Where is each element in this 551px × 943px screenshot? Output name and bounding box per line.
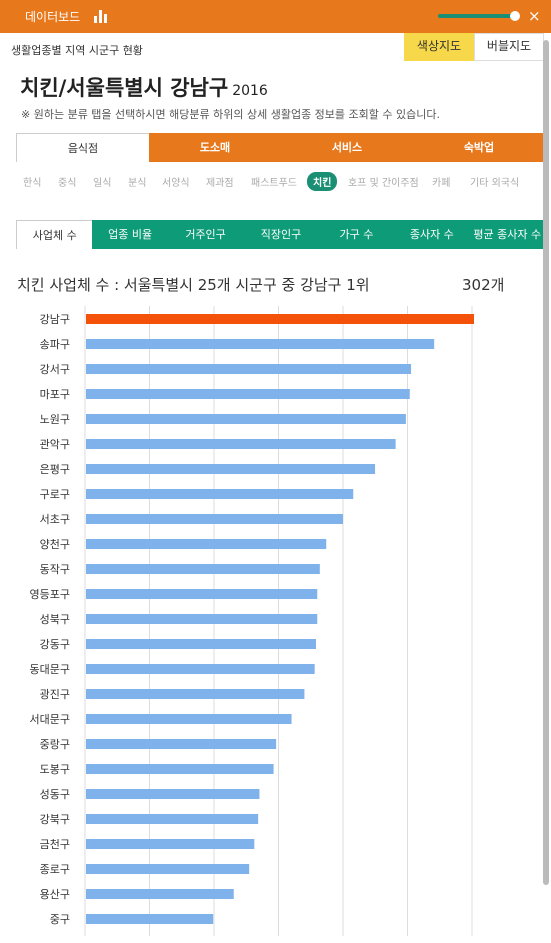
subtab-chicken[interactable]: 치킨 xyxy=(307,172,338,191)
category-tabs: 음식점 도소매 서비스 숙박업 xyxy=(16,133,545,162)
category-label: 성북구 xyxy=(40,613,70,626)
tab-avg-employee-count[interactable]: 평균 종사자 수 xyxy=(473,228,542,241)
tab-business-count[interactable]: 사업체 수 xyxy=(16,220,93,249)
category-label: 양천구 xyxy=(40,537,70,551)
bar-동대문구[interactable] xyxy=(86,664,315,674)
page-title: 치킨/서울특별시 강남구 2016 xyxy=(20,72,268,102)
category-label: 종로구 xyxy=(40,863,70,876)
bar-은평구[interactable] xyxy=(86,464,376,474)
category-label: 중랑구 xyxy=(40,738,70,751)
category-label: 서대문구 xyxy=(30,713,70,726)
tab-retail[interactable]: 도소매 xyxy=(149,133,281,162)
bar-chart-icon xyxy=(94,9,108,23)
color-map-button[interactable]: 색상지도 xyxy=(404,33,474,61)
subtab-bakery[interactable]: 제과점 xyxy=(206,178,234,189)
bar-서대문구[interactable] xyxy=(86,714,292,724)
subtab-fastfood[interactable]: 패스트푸드 xyxy=(251,178,297,189)
category-label: 송파구 xyxy=(40,338,70,351)
bar-성동구[interactable] xyxy=(86,789,260,799)
bar-강북구[interactable] xyxy=(86,814,259,824)
opacity-slider-track[interactable] xyxy=(438,14,514,18)
subtab-chinese[interactable]: 중식 xyxy=(58,178,77,189)
bar-송파구[interactable] xyxy=(86,339,435,349)
bar-금천구[interactable] xyxy=(86,839,255,849)
tab-industry-ratio[interactable]: 업종 비율 xyxy=(108,228,153,241)
category-label: 도봉구 xyxy=(40,763,70,776)
bar-양천구[interactable] xyxy=(86,539,327,549)
bar-강남구[interactable] xyxy=(86,314,474,324)
subtab-japanese[interactable]: 일식 xyxy=(93,178,112,189)
category-label: 광진구 xyxy=(40,688,70,701)
tab-lodging[interactable]: 숙박업 xyxy=(413,133,545,162)
category-label: 강남구 xyxy=(40,313,70,326)
subtab-other-foreign[interactable]: 기타 외국식 xyxy=(470,178,520,189)
tab-household-count[interactable]: 가구 수 xyxy=(339,228,374,241)
category-label: 마포구 xyxy=(40,388,70,401)
bar-도봉구[interactable] xyxy=(86,764,274,774)
bar-영등포구[interactable] xyxy=(86,589,318,599)
help-note: ※ 원하는 분류 탭을 선택하시면 해당분류 하위의 상세 생활업종 정보를 조… xyxy=(21,108,440,121)
bar-강서구[interactable] xyxy=(86,364,412,374)
bar-동작구[interactable] xyxy=(86,564,320,574)
bar-강동구[interactable] xyxy=(86,639,316,649)
page-subtitle: 생활업종별 지역 시군구 현황 xyxy=(11,44,143,57)
tab-service[interactable]: 서비스 xyxy=(281,133,413,162)
bar-성북구[interactable] xyxy=(86,614,318,624)
metric-tabs: 사업체 수 업종 비율 거주인구 직장인구 가구 수 종사자 수 평균 종사자 … xyxy=(16,220,545,249)
category-label: 용산구 xyxy=(40,888,70,901)
bar-마포구[interactable] xyxy=(86,389,410,399)
bar-종로구[interactable] xyxy=(86,864,250,874)
category-label: 관악구 xyxy=(40,438,70,451)
scrollbar[interactable] xyxy=(543,40,549,885)
category-label: 동작구 xyxy=(40,563,70,576)
subcategory-tabs: 한식 중식 일식 분식 서양식 제과점 패스트푸드 치킨 호프 및 간이주점 카… xyxy=(16,170,551,196)
bar-서초구[interactable] xyxy=(86,514,343,524)
bar-구로구[interactable] xyxy=(86,489,354,499)
category-label: 금천구 xyxy=(40,837,70,851)
bubble-map-button[interactable]: 버블지도 xyxy=(474,33,544,61)
dashboard-header: 데이터보드 × xyxy=(0,0,551,33)
bar-노원구[interactable] xyxy=(86,414,406,424)
rank-summary: 치킨 사업체 수 : 서울특별시 25개 시군구 중 강남구 1위 xyxy=(17,276,370,294)
subtab-cafe[interactable]: 카페 xyxy=(432,178,451,189)
bar-중구[interactable] xyxy=(86,914,214,924)
district-bar-chart: 강남구송파구강서구마포구노원구관악구은평구구로구서초구양천구동작구영등포구성북구… xyxy=(30,306,474,936)
category-label: 강동구 xyxy=(40,638,70,651)
opacity-slider-handle[interactable] xyxy=(510,11,520,21)
category-label: 영등포구 xyxy=(30,588,70,601)
page-title-text: 치킨/서울특별시 강남구 xyxy=(20,76,229,100)
year-label: 2016 xyxy=(232,83,268,99)
category-label: 은평구 xyxy=(40,463,70,476)
close-icon[interactable]: × xyxy=(528,7,541,25)
category-label: 강서구 xyxy=(40,363,70,376)
category-label: 강북구 xyxy=(40,813,70,826)
category-label: 성동구 xyxy=(40,788,70,801)
tab-worker-population[interactable]: 직장인구 xyxy=(260,228,302,241)
bar-광진구[interactable] xyxy=(86,689,305,699)
bar-용산구[interactable] xyxy=(86,889,234,899)
bar-관악구[interactable] xyxy=(86,439,396,449)
category-label: 동대문구 xyxy=(30,663,70,676)
tab-restaurant[interactable]: 음식점 xyxy=(16,133,149,162)
subtab-snack[interactable]: 분식 xyxy=(128,178,147,189)
bar-중랑구[interactable] xyxy=(86,739,277,749)
tab-resident-population[interactable]: 거주인구 xyxy=(185,228,226,241)
category-label: 노원구 xyxy=(40,413,70,426)
category-label: 서초구 xyxy=(40,513,70,526)
subtab-pub[interactable]: 호프 및 간이주점 xyxy=(348,178,419,189)
subtab-korean[interactable]: 한식 xyxy=(23,178,42,189)
tab-employee-count[interactable]: 종사자 수 xyxy=(409,228,454,241)
category-label: 구로구 xyxy=(40,488,70,501)
category-label: 중구 xyxy=(50,913,70,926)
dashboard-title: 데이터보드 xyxy=(25,10,81,24)
subtab-western[interactable]: 서양식 xyxy=(162,178,190,189)
rank-value: 302개 xyxy=(462,276,505,294)
